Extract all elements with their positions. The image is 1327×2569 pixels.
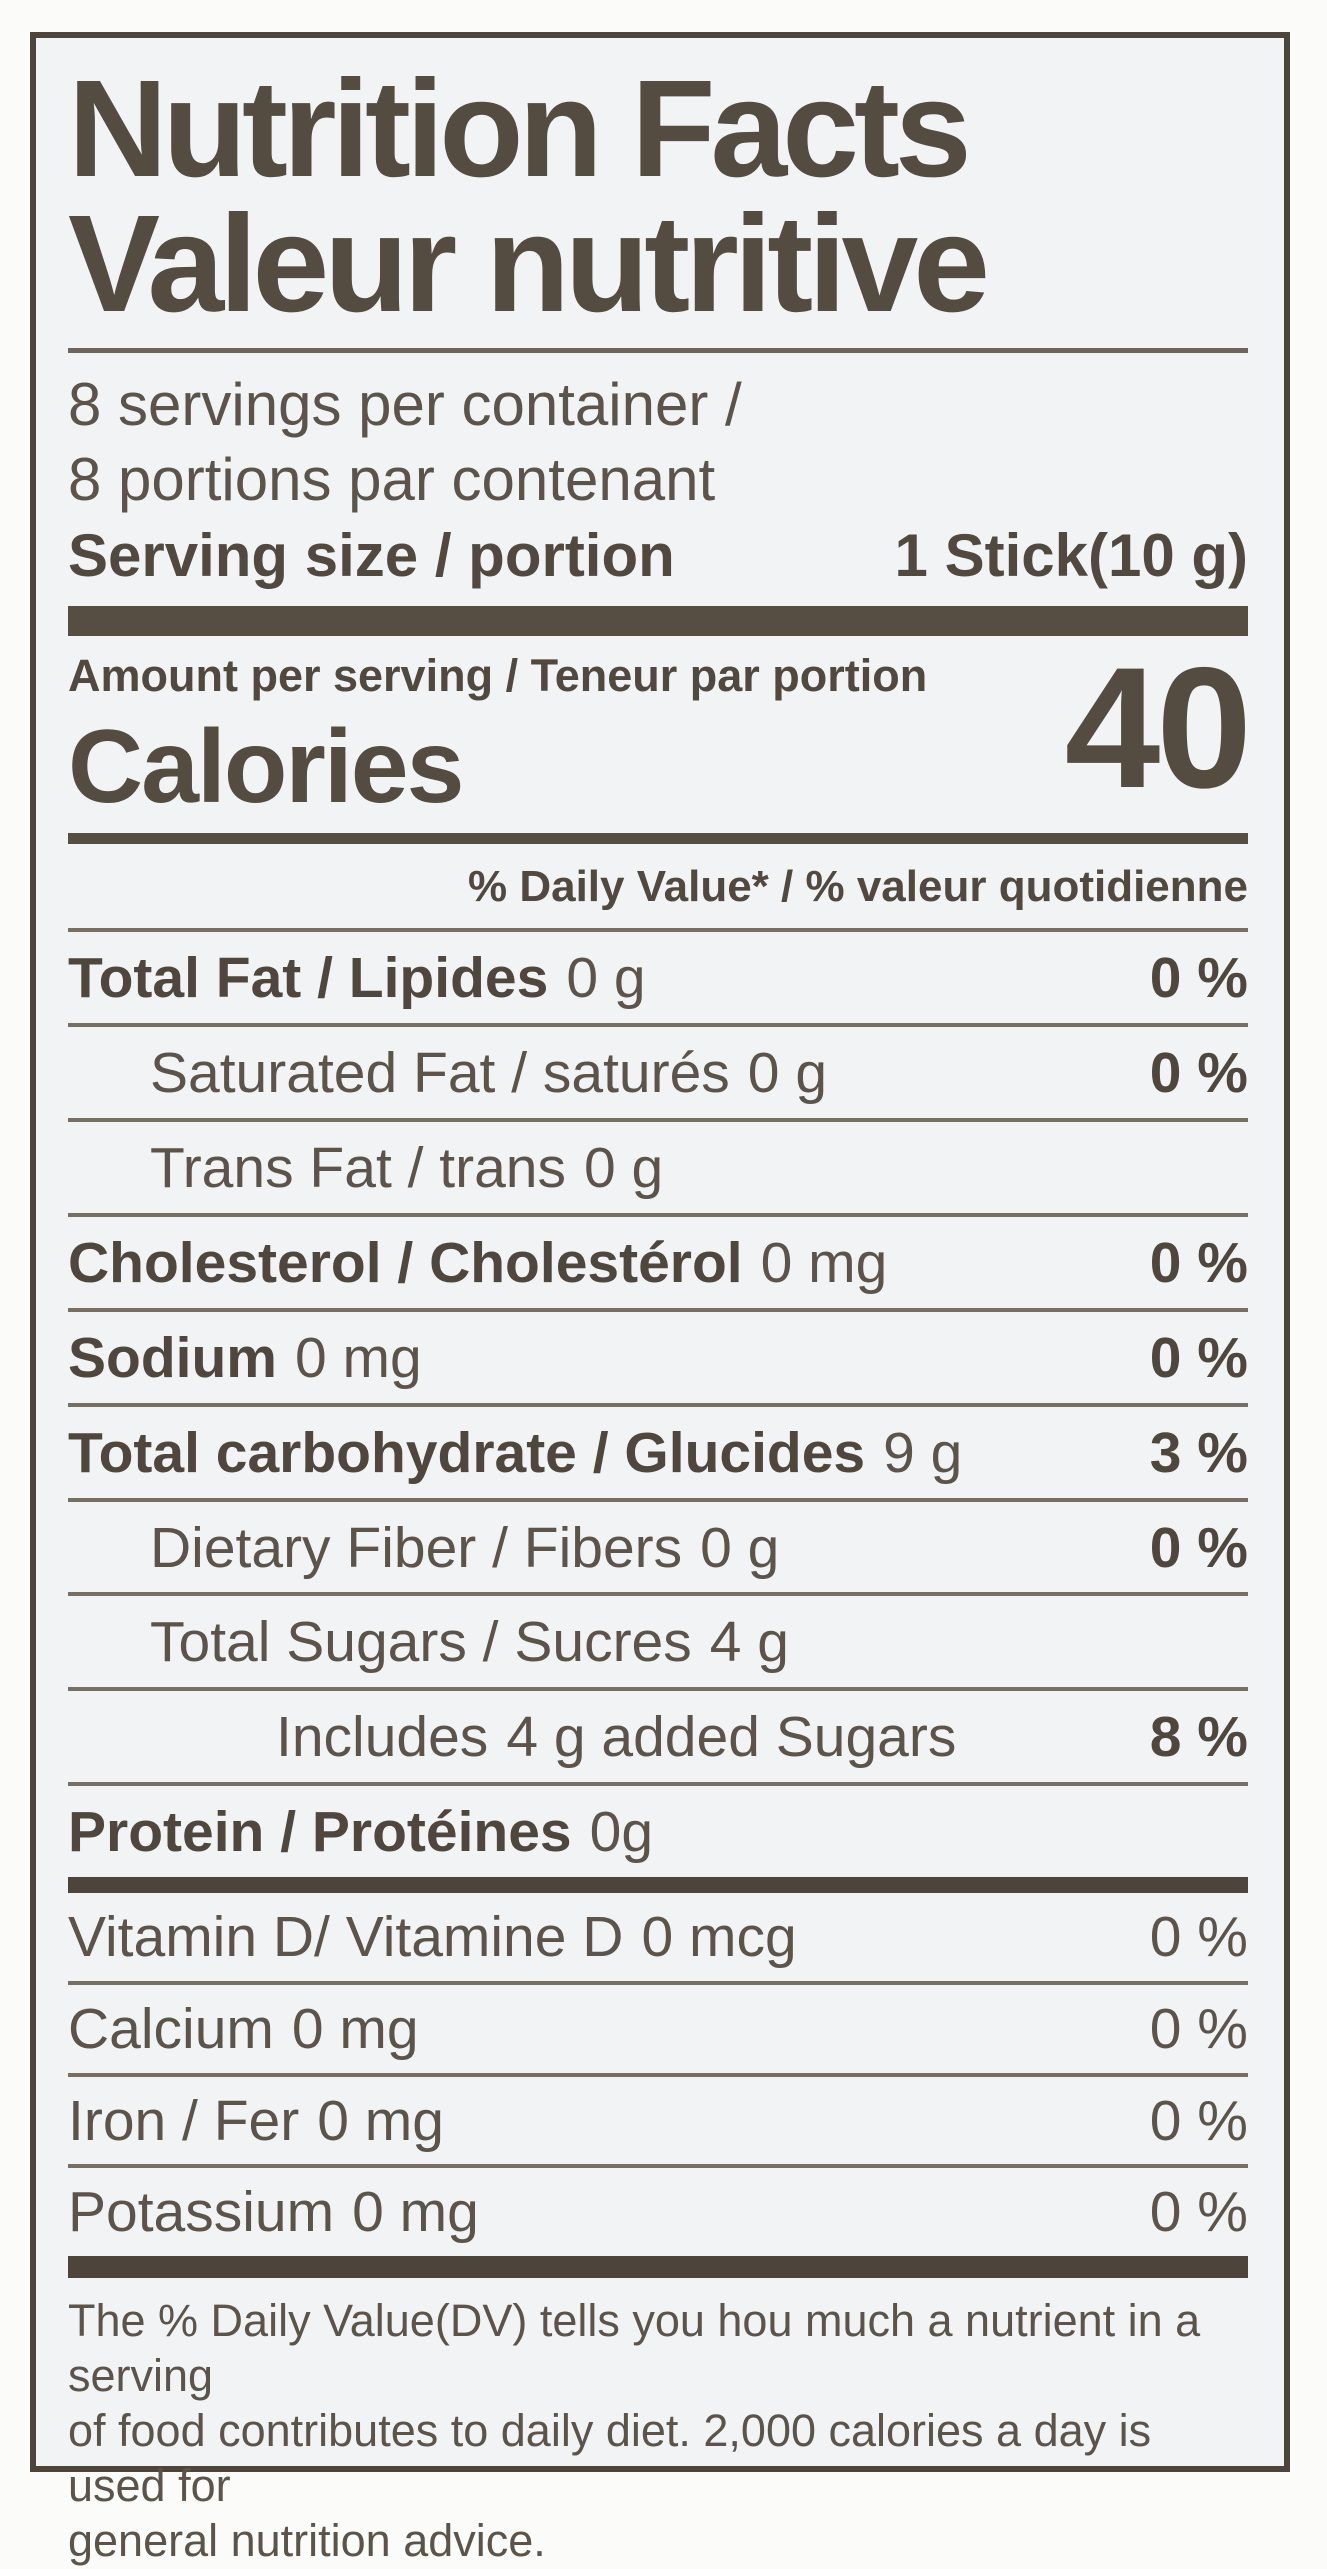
divider	[68, 1687, 1248, 1692]
divider-thick-protein	[68, 1876, 1248, 1893]
row-iron: Iron / Fer 0 mg 0 %	[68, 2077, 1248, 2165]
row-total-carbohydrate: Total carbohydrate / Glucides 9 g 3 %	[68, 1407, 1248, 1498]
divider	[68, 1980, 1248, 1985]
dietary-fiber-dv: 0 %	[1149, 1515, 1248, 1580]
footnote-line-1: The % Daily Value(DV) tells you hou much…	[68, 2295, 1201, 2402]
trans-fat-label: Trans Fat / trans	[150, 1136, 567, 1201]
cholesterol-label: Cholesterol / Cholestérol	[68, 1231, 743, 1295]
divider-thick-footnote	[68, 2256, 1248, 2279]
saturated-fat-dv: 0 %	[1149, 1041, 1248, 1106]
cholesterol-amount: 0 mg	[760, 1231, 888, 1295]
vitamin-d-dv: 0 %	[1149, 1904, 1248, 1969]
total-carbohydrate-dv: 3 %	[1149, 1420, 1248, 1485]
total-fat-label: Total Fat / Lipides	[68, 946, 549, 1011]
saturated-fat-label: Saturated Fat / saturés	[150, 1041, 730, 1106]
footnote-line-3: general nutrition advice.	[68, 2514, 546, 2566]
trans-fat-amount: 0 g	[584, 1136, 664, 1201]
protein-label: Protein / Protéines	[68, 1800, 572, 1865]
row-total-fat: Total Fat / Lipides 0 g 0 %	[68, 932, 1248, 1023]
calcium-amount: 0 mg	[291, 1996, 419, 2061]
title-fr: Valeur nutritive	[68, 187, 990, 342]
serving-size-value: 1 Stick(10 g)	[894, 522, 1248, 590]
divider	[68, 1497, 1248, 1502]
divider-under-calories	[68, 833, 1248, 845]
divider	[68, 1592, 1248, 1597]
iron-label: Iron / Fer	[68, 2088, 300, 2153]
potassium-label: Potassium	[68, 2180, 335, 2245]
row-potassium: Potassium 0 mg 0 %	[68, 2168, 1248, 2256]
calories-label: Calories	[68, 709, 464, 826]
row-protein: Protein / Protéines 0g	[68, 1786, 1248, 1877]
divider	[68, 1782, 1248, 1787]
iron-dv: 0 %	[1149, 2088, 1248, 2153]
row-trans-fat: Trans Fat / trans 0 g	[68, 1122, 1248, 1213]
row-calcium: Calcium 0 mg 0 %	[68, 1985, 1248, 2073]
dietary-fiber-label: Dietary Fiber / Fibers	[150, 1515, 683, 1580]
calories-block: Amount per serving / Teneur par portion …	[68, 632, 1252, 833]
added-sugars-label: Includes	[276, 1705, 489, 1770]
servings-per-container-en: 8 servings per container /	[68, 371, 742, 439]
row-cholesterol: Cholesterol / Cholestérol 0 mg 0 %	[68, 1217, 1248, 1308]
added-sugars-dv: 8 %	[1149, 1705, 1248, 1770]
divider-under-dv-header	[68, 928, 1248, 933]
nutrition-facts-label: Nutrition Facts Valeur nutritive 8 servi…	[30, 32, 1290, 2566]
total-fat-amount: 0 g	[566, 946, 646, 1011]
added-sugars-amount: 4 g added Sugars	[506, 1705, 957, 1770]
divider	[68, 2164, 1248, 2169]
protein-amount: 0g	[589, 1800, 654, 1865]
divider	[68, 1307, 1248, 1312]
total-sugars-amount: 4 g	[709, 1610, 790, 1675]
sodium-dv: 0 %	[1149, 1325, 1248, 1390]
servings-per-container-fr: 8 portions par contenant	[68, 446, 716, 514]
total-fat-dv: 0 %	[1149, 946, 1248, 1011]
serving-size-row: Serving size / portion 1 Stick(10 g)	[68, 517, 1248, 606]
saturated-fat-amount: 0 g	[747, 1041, 828, 1106]
calcium-dv: 0 %	[1149, 1996, 1248, 2061]
iron-amount: 0 mg	[317, 2088, 444, 2153]
row-sodium: Sodium 0 mg 0 %	[68, 1312, 1248, 1403]
divider	[68, 1118, 1248, 1123]
row-vitamin-d: Vitamin D/ Vitamine D 0 mcg 0 %	[68, 1893, 1248, 1981]
row-saturated-fat: Saturated Fat / saturés 0 g 0 %	[68, 1027, 1248, 1118]
divider	[68, 1402, 1248, 1407]
cholesterol-dv: 0 %	[1149, 1231, 1248, 1295]
vitamin-d-amount: 0 mcg	[641, 1904, 797, 1969]
vitamin-d-label: Vitamin D/ Vitamine D	[68, 1904, 624, 1969]
total-carbohydrate-label: Total carbohydrate / Glucides	[68, 1420, 866, 1485]
footnote-line-2: of food contributes to daily diet. 2,000…	[68, 2405, 1152, 2511]
divider	[68, 1023, 1248, 1028]
row-total-sugars: Total Sugars / Sucres 4 g	[68, 1596, 1248, 1687]
divider-under-title	[68, 348, 1248, 354]
row-added-sugars: Includes 4 g added Sugars 8 %	[68, 1691, 1248, 1782]
title-en: Nutrition Facts	[68, 52, 972, 206]
potassium-amount: 0 mg	[352, 2180, 479, 2245]
potassium-dv: 0 %	[1149, 2180, 1248, 2245]
sodium-amount: 0 mg	[295, 1325, 422, 1390]
total-carbohydrate-amount: 9 g	[883, 1420, 963, 1485]
amount-per-serving-label: Amount per serving / Teneur par portion	[68, 650, 928, 702]
divider-thick-serving	[68, 606, 1248, 637]
divider	[68, 1213, 1248, 1217]
micronutrients-section: Vitamin D/ Vitamine D 0 mcg 0 % Calcium 0 …	[68, 1893, 1248, 2256]
daily-value-header: % Daily Value* / % valeur quotidienne	[467, 862, 1248, 912]
total-sugars-label: Total Sugars / Sucres	[150, 1610, 692, 1675]
serving-size-label: Serving size / portion	[68, 522, 675, 590]
sodium-label: Sodium	[68, 1325, 277, 1390]
calcium-label: Calcium	[68, 1996, 274, 2061]
calories-value: 40	[1064, 632, 1252, 825]
footnote: The % Daily Value(DV) tells you hou much…	[68, 2278, 1248, 2568]
divider	[68, 2072, 1248, 2077]
dietary-fiber-amount: 0 g	[700, 1515, 780, 1580]
row-dietary-fiber: Dietary Fiber / Fibers 0 g 0 %	[68, 1502, 1248, 1593]
